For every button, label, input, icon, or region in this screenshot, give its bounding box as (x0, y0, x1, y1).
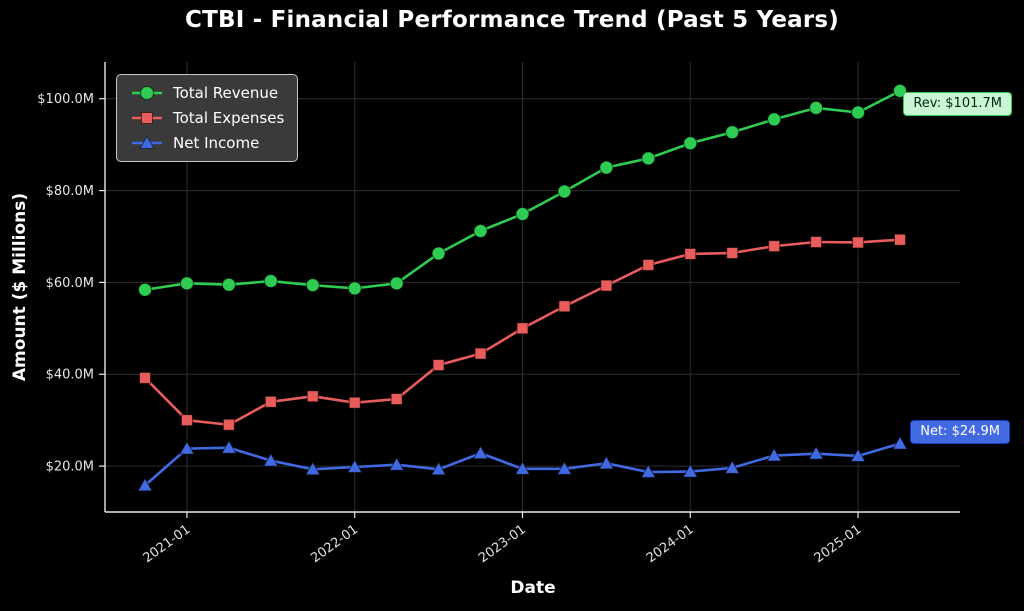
y-tick-label: $20.0M (46, 460, 94, 475)
legend-item-net-income: Net Income (130, 134, 284, 152)
annotation-revenue: Rev: $101.7M (903, 92, 1012, 116)
net-income-marker-icon (132, 135, 162, 149)
legend-label-total-revenue: Total Revenue (173, 84, 279, 102)
x-tick-label: 2025-01 (812, 522, 865, 566)
total-revenue-marker-icon (132, 86, 162, 100)
y-tick-label: $100.0M (37, 92, 94, 107)
legend: Total Revenue Total Expenses Net Income (116, 74, 299, 162)
legend-label-total-expenses: Total Expenses (173, 109, 285, 127)
x-tick-label: 2024-01 (644, 522, 697, 566)
series-total-revenue (138, 83, 907, 297)
series-net-income (137, 435, 908, 492)
x-tick-label: 2023-01 (476, 522, 529, 566)
total-expenses-marker-icon (132, 112, 162, 124)
y-tick-label: $60.0M (46, 276, 94, 291)
y-tick-label: $80.0M (46, 184, 94, 199)
x-tick-label: 2021-01 (141, 522, 194, 566)
series-total-expenses (139, 233, 906, 431)
annotation-net: Net: $24.9M (910, 420, 1010, 444)
legend-item-total-expenses: Total Expenses (130, 109, 284, 127)
x-axis-label: Date (510, 578, 556, 598)
y-tick-label: $40.0M (46, 368, 94, 383)
legend-item-total-revenue: Total Revenue (130, 84, 284, 102)
chart-title: CTBI - Financial Performance Trend (Past… (185, 7, 839, 33)
x-tick-label: 2022-01 (308, 522, 361, 566)
legend-label-net-income: Net Income (173, 134, 260, 152)
y-axis-label: Amount ($ Millions) (10, 192, 30, 382)
